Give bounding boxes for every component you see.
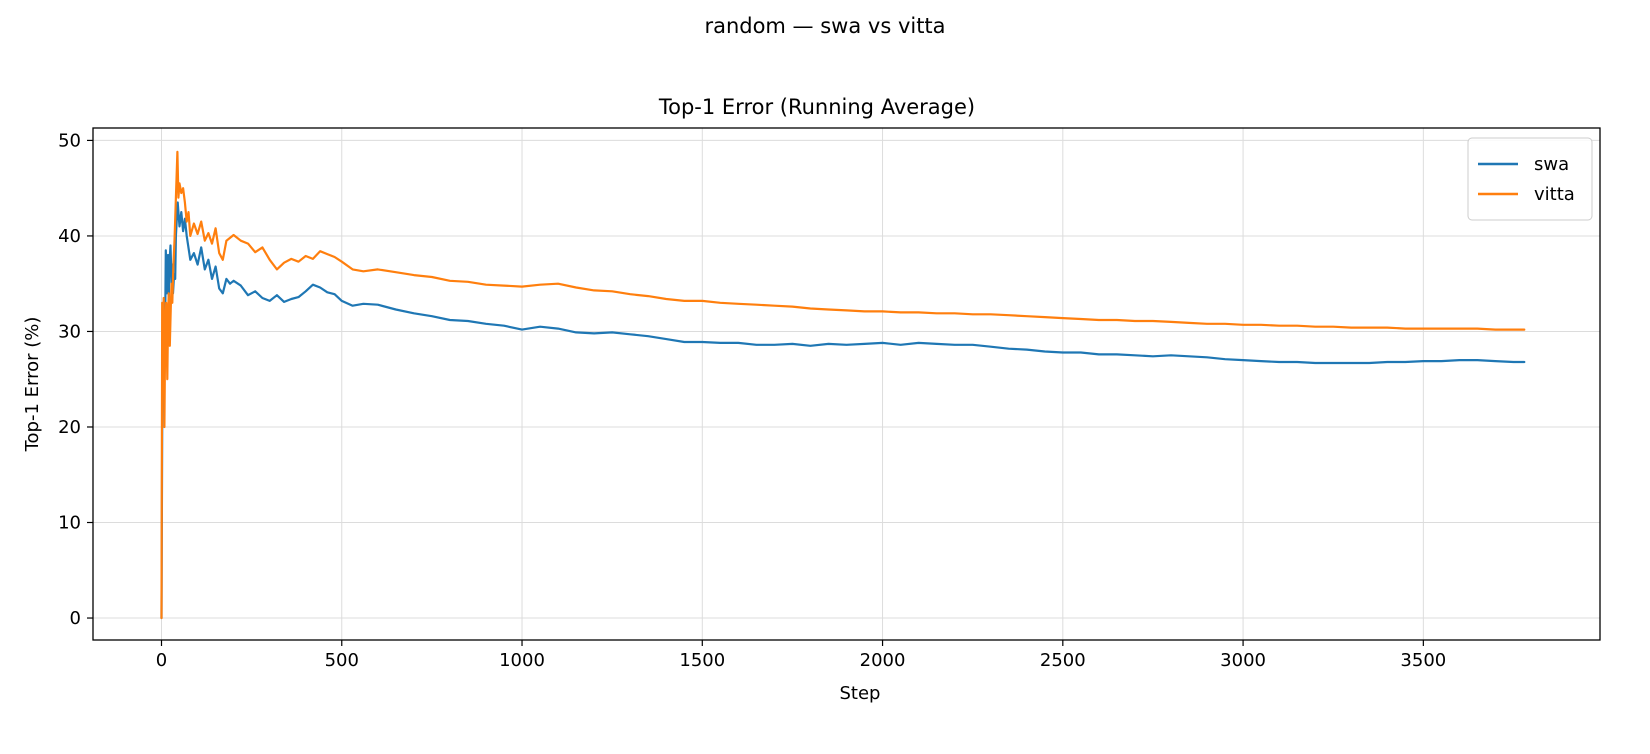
x-tick-label: 0	[156, 650, 167, 671]
series-layer	[160, 150, 1526, 620]
figure-suptitle: random — swa vs vitta	[704, 14, 945, 38]
y-axis-ticks: 0 10 20 30 40 50	[58, 130, 93, 629]
y-axis-label: Top-1 Error (%)	[22, 317, 43, 453]
series-line-swa	[160, 201, 1526, 620]
x-tick-label: 2000	[860, 650, 906, 671]
legend: swa vitta	[1467, 137, 1593, 221]
x-tick-label: 1500	[679, 650, 725, 671]
x-tick-label: 1000	[499, 650, 545, 671]
x-tick-label: 500	[325, 650, 359, 671]
x-tick-label: 2500	[1040, 650, 1086, 671]
y-tick-label: 20	[58, 417, 81, 438]
x-tick-label: 3500	[1400, 650, 1446, 671]
legend-box	[1467, 137, 1593, 221]
legend-label-vitta: vitta	[1534, 184, 1575, 205]
chart-title: Top-1 Error (Running Average)	[658, 95, 975, 119]
x-axis-label: Step	[840, 683, 881, 704]
y-tick-label: 10	[58, 513, 81, 534]
x-axis-ticks: 0 500 1000 1500 2000 2500 3000 3500	[156, 640, 1446, 671]
y-tick-label: 30	[58, 321, 81, 342]
axes-frame	[92, 127, 1601, 641]
y-tick-label: 0	[70, 608, 81, 629]
series-line-vitta	[160, 150, 1526, 620]
y-tick-label: 40	[58, 226, 81, 247]
grid-lines	[93, 128, 1600, 640]
legend-label-swa: swa	[1534, 154, 1569, 175]
y-tick-label: 50	[58, 130, 81, 151]
x-tick-label: 3000	[1220, 650, 1266, 671]
